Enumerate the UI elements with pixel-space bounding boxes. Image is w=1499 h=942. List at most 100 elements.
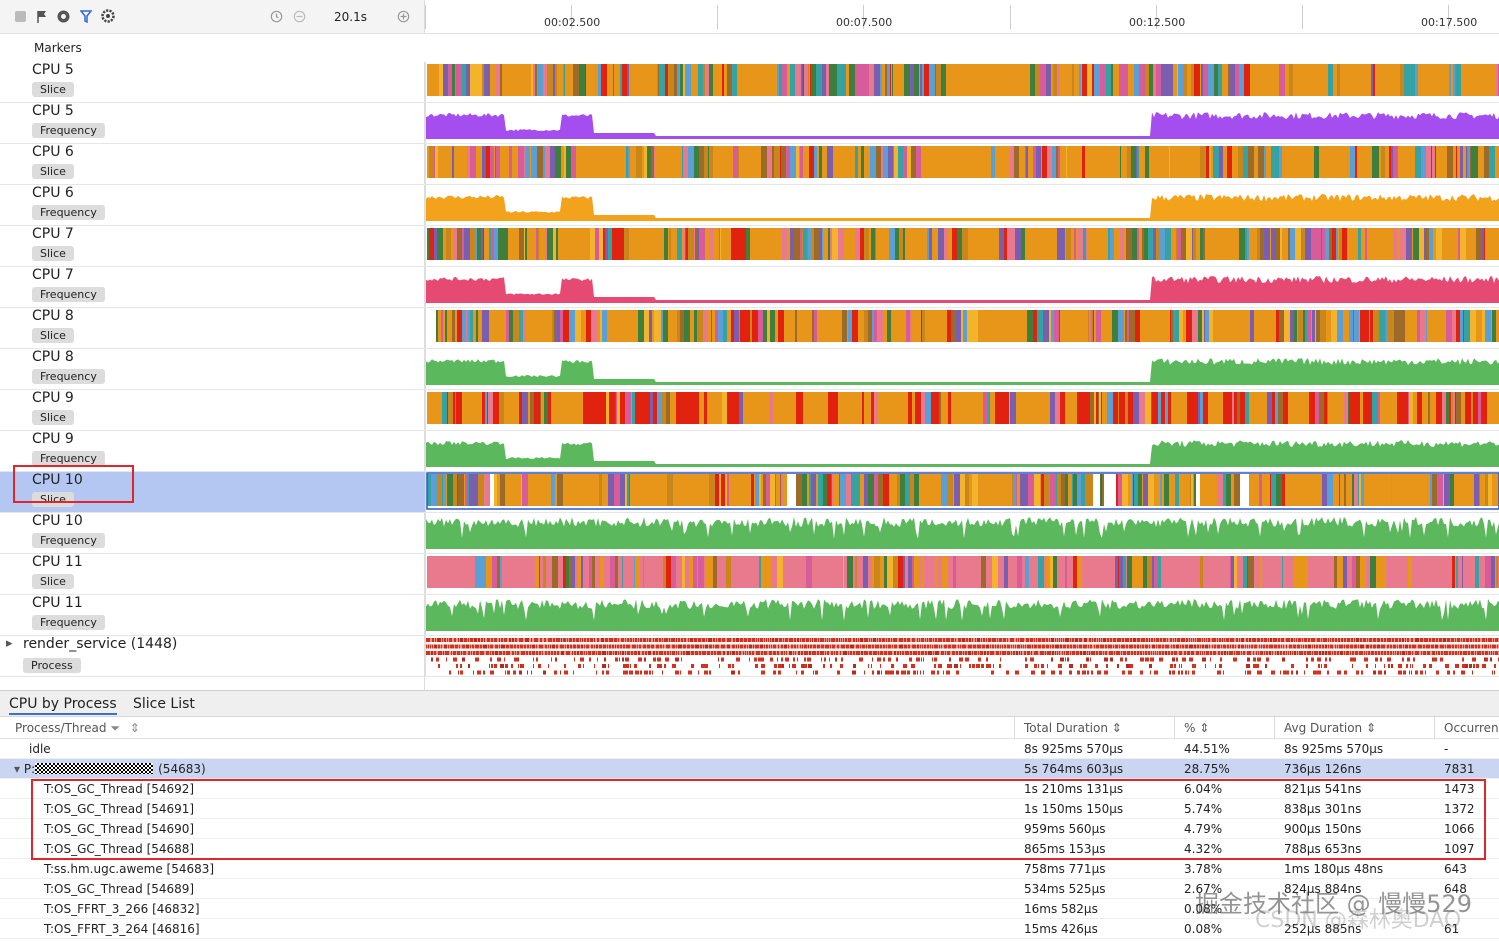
track-name: CPU 6 <box>32 185 74 201</box>
track-graph <box>426 194 1499 221</box>
expand-arrow-icon[interactable]: ▸ <box>6 636 13 651</box>
track-lane[interactable] <box>425 349 1499 389</box>
track-lane[interactable] <box>425 636 1499 676</box>
track-row[interactable]: CPU 11 Slice <box>0 554 1499 595</box>
track-graph <box>427 146 1499 178</box>
track-graph <box>427 64 1499 96</box>
track-row[interactable]: CPU 7 Slice <box>0 226 1499 267</box>
col-header-total-duration[interactable]: Total Duration ⇕ <box>1024 721 1122 735</box>
track-name: CPU 5 <box>32 103 74 119</box>
cell-avg-duration: 736μs 126ns <box>1284 762 1362 776</box>
column-separator[interactable] <box>1014 717 1015 739</box>
settings-icon[interactable] <box>101 9 115 23</box>
track-row[interactable]: CPU 8 Slice <box>0 308 1499 349</box>
table-row[interactable]: ▾ P: (54683) 5s 764ms 603μs 28.75% 736μs 126… <box>0 759 1499 779</box>
table-row[interactable]: T:ss.hm.ugc.aweme [54683] 758ms 771μs 3.78… <box>0 859 1499 879</box>
cell-avg-duration: 788μs 653ns <box>1284 842 1362 856</box>
table-row[interactable]: idle 8s 925ms 570μs 44.51% 8s 925ms 570μs - <box>0 739 1499 759</box>
track-name: CPU 7 <box>32 267 74 283</box>
track-lane[interactable] <box>425 185 1499 225</box>
history-icon[interactable] <box>269 9 283 23</box>
column-separator[interactable] <box>1434 717 1435 739</box>
cell-percent: 0.08% <box>1184 902 1223 916</box>
col-header-process-thread[interactable]: Process/Thread ⏷ ⇕ <box>15 721 140 736</box>
col-header-percent[interactable]: % ⇕ <box>1184 721 1209 735</box>
track-lane[interactable] <box>425 267 1499 307</box>
table-row[interactable]: T:OS_FFRT_3_264 [46816] 15ms 426μs 0.08% 25… <box>0 919 1499 939</box>
col-header-avg-duration[interactable]: Avg Duration ⇕ <box>1284 721 1376 735</box>
redacted-name-mask <box>35 763 154 774</box>
bottom-tabs: CPU by Process Slice List <box>0 691 1499 717</box>
filter-icon[interactable]: ⏷ <box>110 721 120 735</box>
track-subtype-badge: Frequency <box>32 533 105 548</box>
cell-total-duration: 758ms 771μs <box>1024 862 1106 876</box>
tab-slice-list[interactable]: Slice List <box>133 696 195 712</box>
track-subtype-badge: Slice <box>32 164 74 179</box>
cell-avg-duration: 8s 925ms 570μs <box>1284 742 1384 756</box>
cell-process-thread: T:OS_GC_Thread [54689] <box>44 882 195 896</box>
track-lane[interactable] <box>425 513 1499 553</box>
track-graph <box>426 517 1499 549</box>
column-separator[interactable] <box>1174 717 1175 739</box>
track-name: CPU 10 <box>32 513 83 529</box>
cell-avg-duration: 821μs 541ns <box>1284 782 1362 796</box>
zoom-in-icon[interactable] <box>396 9 410 23</box>
target-icon[interactable] <box>56 9 70 23</box>
filter-icon[interactable] <box>79 9 93 23</box>
cell-percent: 28.75% <box>1184 762 1230 776</box>
cell-process-thread: T:OS_GC_Thread [54690] <box>44 822 195 836</box>
track-lane[interactable] <box>425 308 1499 348</box>
track-name: CPU 6 <box>32 144 74 160</box>
collapse-arrow-icon[interactable]: ▾ <box>14 762 24 776</box>
track-row[interactable]: CPU 6 Slice <box>0 144 1499 185</box>
cell-percent: 2.67% <box>1184 882 1223 896</box>
track-row[interactable]: CPU 7 Frequency <box>0 267 1499 308</box>
track-lane[interactable] <box>425 431 1499 471</box>
table-row[interactable]: T:OS_GC_Thread [54692] 1s 210ms 131μs 6.04… <box>0 779 1499 799</box>
table-row[interactable]: T:OS_GC_Thread [54691] 1s 150ms 150μs 5.74… <box>0 799 1499 819</box>
track-lane[interactable] <box>425 390 1499 430</box>
track-row[interactable]: CPU 9 Slice <box>0 390 1499 431</box>
track-row[interactable]: CPU 10 Slice <box>0 472 1499 513</box>
cell-occurrences: - <box>1444 742 1449 756</box>
table-row[interactable]: T:OS_GC_Thread [54689] 534ms 525μs 2.67% 82… <box>0 879 1499 899</box>
table-row[interactable]: T:OS_FFRT_3_266 [46832] 16ms 582μs 0.08% <box>0 899 1499 919</box>
track-row[interactable]: CPU 9 Frequency <box>0 431 1499 472</box>
ruler-tick-label: 00:02.500 <box>544 16 601 29</box>
track-name: render_service (1448) <box>23 636 178 652</box>
track-row[interactable]: CPU 11 Frequency <box>0 595 1499 636</box>
zoom-out-icon[interactable] <box>292 9 306 23</box>
tab-cpu-by-process[interactable]: CPU by Process <box>9 696 117 715</box>
track-subtype-badge: Frequency <box>32 205 105 220</box>
sort-icon[interactable]: ⇕ <box>129 721 140 735</box>
ruler-tick <box>1302 5 1303 29</box>
track-row[interactable]: CPU 10 Frequency <box>0 513 1499 554</box>
track-row[interactable]: CPU 6 Frequency <box>0 185 1499 226</box>
cell-percent: 6.04% <box>1184 782 1223 796</box>
track-lane[interactable] <box>425 595 1499 635</box>
track-lane[interactable] <box>425 226 1499 266</box>
column-separator[interactable] <box>1274 717 1275 739</box>
track-graph <box>426 472 1499 512</box>
cell-process-thread: T:ss.hm.ugc.aweme [54683] <box>44 862 215 876</box>
track-row[interactable]: CPU 5 Frequency <box>0 103 1499 144</box>
track-graph <box>426 112 1499 139</box>
track-row[interactable]: CPU 5 Slice <box>0 62 1499 103</box>
track-lane[interactable] <box>425 554 1499 594</box>
highlight-box-gc-threads <box>31 779 1486 860</box>
track-lane[interactable] <box>425 62 1499 102</box>
cell-total-duration: 8s 925ms 570μs <box>1024 742 1124 756</box>
track-lane[interactable] <box>425 103 1499 143</box>
track-lane[interactable] <box>425 472 1499 512</box>
table-header: Process/Thread ⏷ ⇕ Total Duration ⇕ % ⇕ … <box>0 717 1499 739</box>
col-header-occurrences[interactable]: Occurrences <box>1444 721 1499 735</box>
flag-icon[interactable] <box>35 9 49 23</box>
track-row[interactable]: CPU 8 Frequency <box>0 349 1499 390</box>
track-row[interactable]: ▸ render_service (1448) Process <box>0 636 1499 677</box>
table-row[interactable]: T:OS_GC_Thread [54690] 959ms 560μs 4.79% 90… <box>0 819 1499 839</box>
track-lane[interactable] <box>425 144 1499 184</box>
track-subtype-badge: Slice <box>32 410 74 425</box>
track-graph <box>427 392 1499 424</box>
time-ruler[interactable]: 00:02.500 00:07.500 00:12.500 00:17.500 <box>425 0 1499 34</box>
square-icon[interactable] <box>13 9 27 23</box>
